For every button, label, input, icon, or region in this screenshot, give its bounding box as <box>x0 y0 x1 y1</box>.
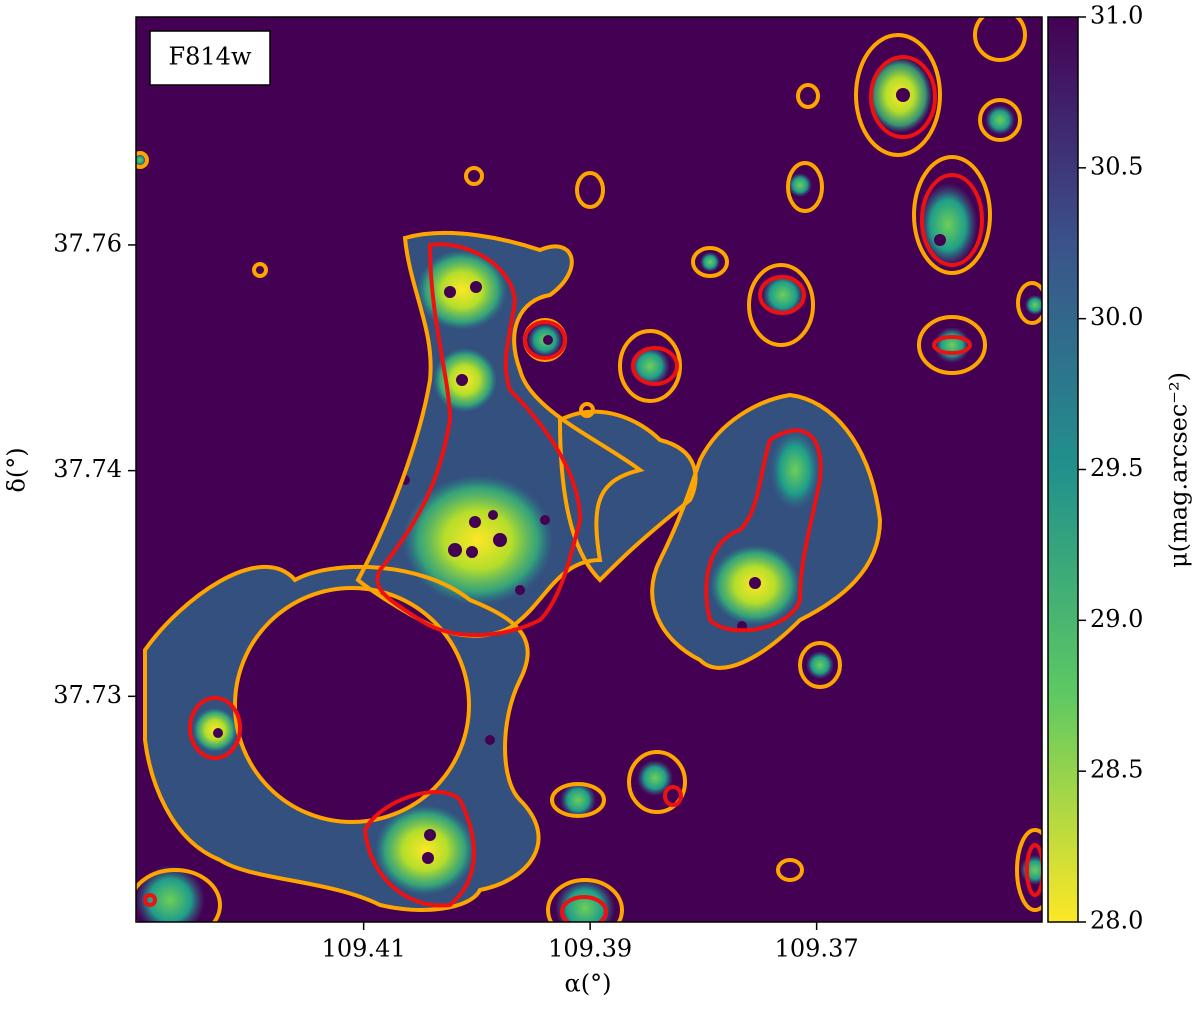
image <box>136 17 1042 922</box>
y-tick-label: 37.74 <box>53 455 122 483</box>
colorbar-tick-label: 28.5 <box>1090 756 1143 784</box>
colorbar-tick-label: 29.5 <box>1090 454 1143 482</box>
colorbar <box>1047 16 1079 923</box>
annotation: F814w <box>168 43 251 71</box>
x-tick-label: 109.39 <box>548 935 632 963</box>
x-axis-label: α(°) <box>565 970 612 998</box>
y-tick-label: 37.76 <box>53 229 122 257</box>
colorbar-tick-label: 31.0 <box>1090 2 1143 30</box>
colorbar-label: μ(mag.arcsec⁻²) <box>1165 372 1193 568</box>
colorbar-tick-label: 28.0 <box>1090 907 1143 935</box>
x-tick-label: 109.41 <box>322 935 406 963</box>
colorbar-tick-label: 30.5 <box>1090 152 1143 180</box>
colorbar-tick-label: 29.0 <box>1090 605 1143 633</box>
y-axis-label: δ(°) <box>3 447 31 492</box>
y-tick-label: 37.73 <box>53 681 122 709</box>
plot-frame <box>135 16 1043 923</box>
annotation-box <box>149 30 271 86</box>
colorbar-tick-label: 30.0 <box>1090 303 1143 331</box>
x-tick-label: 109.37 <box>775 935 859 963</box>
